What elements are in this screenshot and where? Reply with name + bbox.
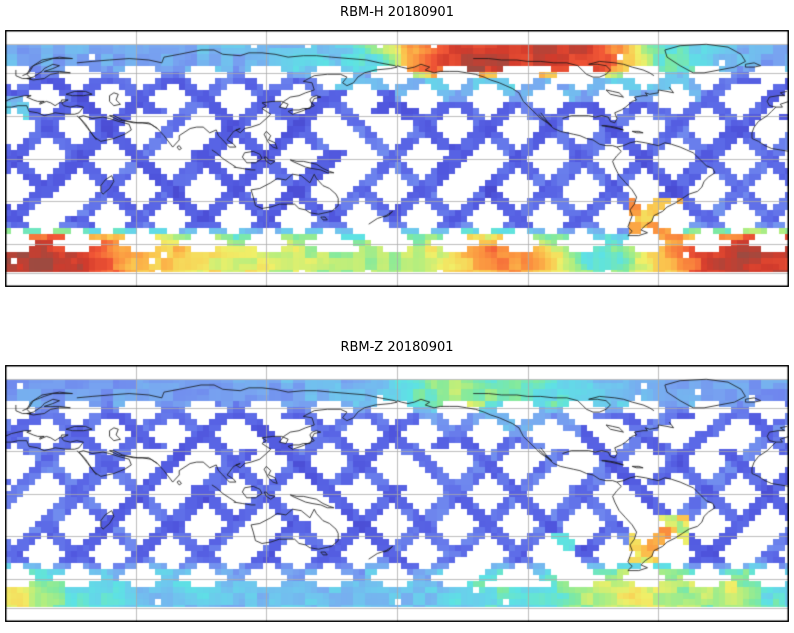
subplot-title-rbm-h: RBM-H 20180901	[340, 5, 454, 20]
rbm-h-swath-map	[5, 30, 789, 287]
subplot-title-rbm-z: RBM-Z 20180901	[340, 340, 454, 355]
rbm-z-swath-map	[5, 365, 789, 622]
